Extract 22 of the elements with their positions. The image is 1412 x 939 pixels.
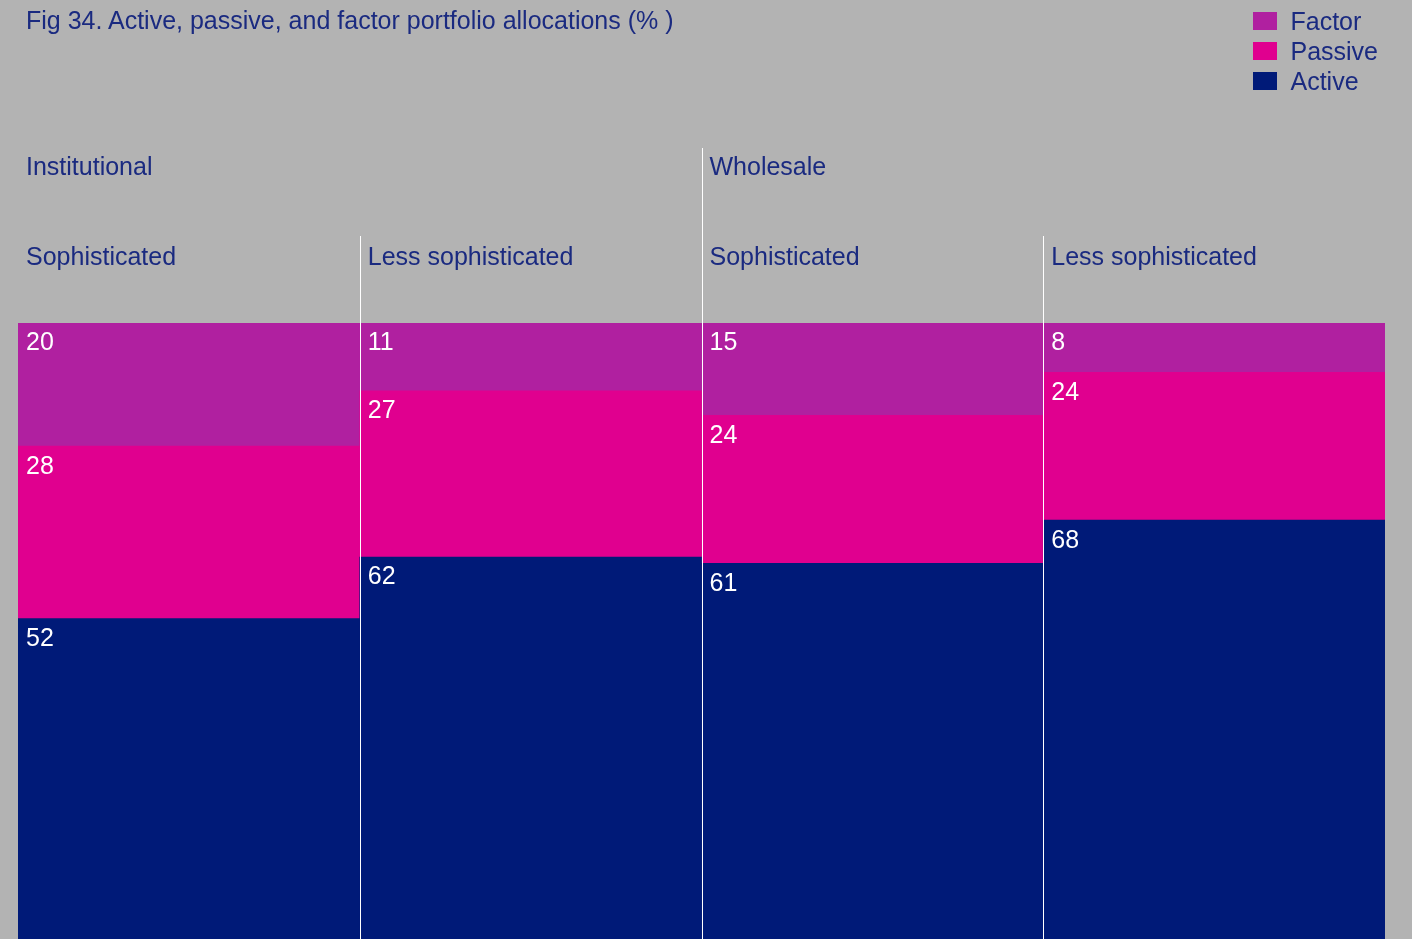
data-label: 15 (709, 327, 738, 356)
data-label: 24 (709, 419, 738, 448)
legend-label: Factor (1290, 6, 1362, 36)
data-label: 8 (1051, 327, 1066, 356)
x-tick-label: Sophisticated (709, 241, 860, 270)
chart-title: Fig 34. Active, passive, and factor portfolio allocations (% ) (26, 6, 674, 35)
legend-label: Active (1290, 66, 1359, 96)
data-label: 27 (367, 395, 396, 424)
x-tick-label: Less sophisticated (367, 241, 574, 270)
data-label: 24 (1051, 376, 1080, 405)
data-label: 28 (26, 450, 54, 479)
data-label: 20 (26, 327, 54, 356)
data-label: 68 (1051, 524, 1080, 553)
x-tick-label: Less sophisticated (1051, 241, 1257, 270)
data-label: 11 (367, 327, 394, 356)
text: Wholesale (709, 151, 827, 180)
data-label: 62 (367, 561, 396, 590)
data-label: 52 (26, 623, 54, 652)
x-tick-label: Sophisticated (26, 241, 177, 270)
legend-label: Passive (1290, 36, 1378, 66)
text: Institutional (26, 151, 153, 180)
data-label: 61 (709, 567, 738, 596)
